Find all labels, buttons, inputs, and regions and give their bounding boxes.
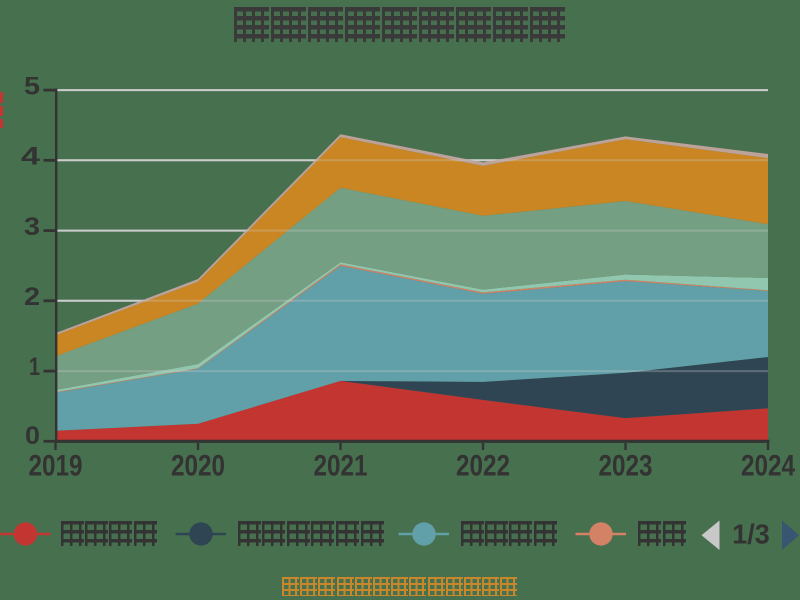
svg-text:1: 1	[29, 353, 40, 381]
svg-text:3: 3	[24, 213, 40, 241]
svg-text:2: 2	[24, 283, 40, 311]
svg-text:1/3: 1/3	[732, 518, 770, 549]
svg-text:2023: 2023	[599, 450, 653, 483]
svg-text:2019: 2019	[29, 450, 83, 483]
svg-text:0: 0	[25, 422, 40, 450]
svg-text:5: 5	[24, 72, 40, 100]
svg-text:2020: 2020	[171, 450, 225, 483]
svg-text:2022: 2022	[456, 450, 510, 483]
svg-text:2024: 2024	[741, 450, 795, 483]
svg-text:2021: 2021	[314, 450, 368, 483]
svg-text:4: 4	[21, 143, 40, 171]
